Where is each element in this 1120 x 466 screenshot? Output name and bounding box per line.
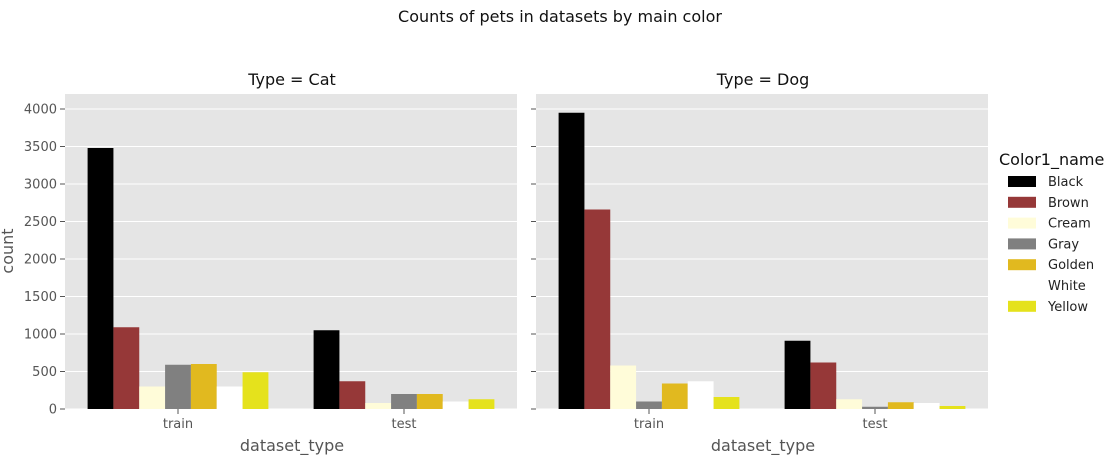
bar-yellow-test xyxy=(939,406,966,409)
bar-gray-test xyxy=(862,406,888,409)
panel-title-cat: Type = Cat xyxy=(247,70,336,89)
legend-swatch-white xyxy=(1008,280,1036,291)
bar-cream-test xyxy=(836,399,863,409)
bar-yellow-train xyxy=(242,372,269,409)
panel-title-dog: Type = Dog xyxy=(716,70,810,89)
y-tick-label: 2500 xyxy=(24,215,57,230)
bar-black-test xyxy=(313,330,340,409)
legend-label-black: Black xyxy=(1048,175,1084,190)
legend-label-gray: Gray xyxy=(1048,237,1079,252)
legend-label-golden: Golden xyxy=(1048,258,1094,273)
chart-title: Counts of pets in datasets by main color xyxy=(398,7,722,26)
bar-white-test xyxy=(913,403,940,409)
y-tick-label: 3000 xyxy=(24,178,57,193)
legend-swatch-yellow xyxy=(1008,300,1036,312)
legend-title: Color1_name xyxy=(999,150,1104,170)
y-axis-label: count xyxy=(0,228,17,273)
bar-black-test xyxy=(784,340,811,409)
bar-black-train xyxy=(87,148,114,409)
legend-swatch-brown xyxy=(1008,196,1036,208)
x-axis-label-dog: dataset_type xyxy=(711,436,815,456)
y-tick-label: 2000 xyxy=(24,253,57,268)
legend-swatch-black xyxy=(1008,176,1036,187)
x-axis-label-cat: dataset_type xyxy=(240,436,344,456)
legend-swatch-gray xyxy=(1008,238,1036,250)
bar-white-train xyxy=(216,386,243,409)
bar-white-test xyxy=(442,401,469,409)
legend-label-brown: Brown xyxy=(1048,196,1089,211)
bar-gray-train xyxy=(636,401,662,409)
bar-cream-train xyxy=(139,386,166,409)
bar-white-train xyxy=(687,381,714,409)
bar-yellow-test xyxy=(468,399,495,409)
bar-yellow-train xyxy=(713,397,740,409)
x-tick-label-train: train xyxy=(634,417,664,432)
bar-golden-test xyxy=(416,394,443,409)
bar-brown-train xyxy=(584,209,611,409)
y-tick-label: 3500 xyxy=(24,140,57,155)
legend-label-yellow: Yellow xyxy=(1047,300,1088,315)
bar-cream-test xyxy=(365,403,392,409)
legend-label-cream: Cream xyxy=(1048,217,1091,232)
bar-gray-test xyxy=(391,394,417,409)
y-tick-label: 0 xyxy=(49,403,57,418)
y-tick-label: 1500 xyxy=(24,290,57,305)
bar-black-train xyxy=(558,112,585,409)
bar-golden-train xyxy=(190,364,217,409)
y-tick-label: 500 xyxy=(32,365,57,380)
y-tick-label: 1000 xyxy=(24,328,57,343)
bar-brown-test xyxy=(810,362,837,409)
bar-cream-train xyxy=(610,365,637,409)
x-tick-label-test: test xyxy=(392,417,417,432)
bar-brown-test xyxy=(339,381,366,409)
legend-swatch-golden xyxy=(1008,259,1036,271)
x-tick-label-test: test xyxy=(863,417,888,432)
legend-swatch-cream xyxy=(1008,217,1036,229)
bar-golden-test xyxy=(887,402,914,409)
bar-golden-train xyxy=(661,383,688,409)
y-tick-label: 4000 xyxy=(24,103,57,118)
x-tick-label-train: train xyxy=(163,417,193,432)
legend-label-white: White xyxy=(1048,279,1086,294)
bar-brown-train xyxy=(113,327,140,409)
bar-gray-train xyxy=(165,364,191,409)
